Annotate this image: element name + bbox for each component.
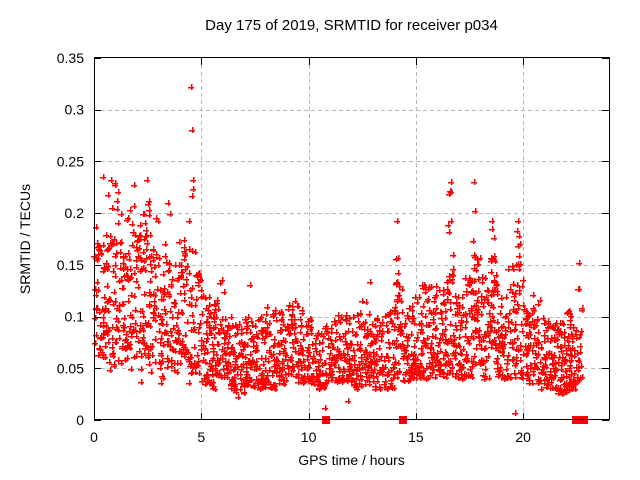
x-tick-label: 0: [90, 429, 98, 445]
x-tick-label: 10: [301, 429, 317, 445]
y-tick-label: 0.05: [57, 360, 84, 376]
y-tick-label: 0.1: [65, 309, 85, 325]
y-tick-label: 0.25: [57, 153, 84, 169]
y-tick-label: 0.2: [65, 205, 85, 221]
plot-frame: [94, 57, 610, 420]
y-tick-label: 0.35: [57, 50, 84, 66]
y-tick-label: 0: [76, 412, 84, 428]
y-tick-label: 0.15: [57, 257, 84, 273]
y-tick-label: 0.3: [65, 102, 85, 118]
x-tick-label: 20: [515, 429, 531, 445]
x-axis-title: GPS time / hours: [298, 452, 405, 468]
x-tick-label: 15: [408, 429, 424, 445]
x-tick-label: 5: [197, 429, 205, 445]
chart-title: Day 175 of 2019, SRMTID for receiver p03…: [205, 17, 498, 34]
data-points-plus-markers: [91, 84, 585, 416]
